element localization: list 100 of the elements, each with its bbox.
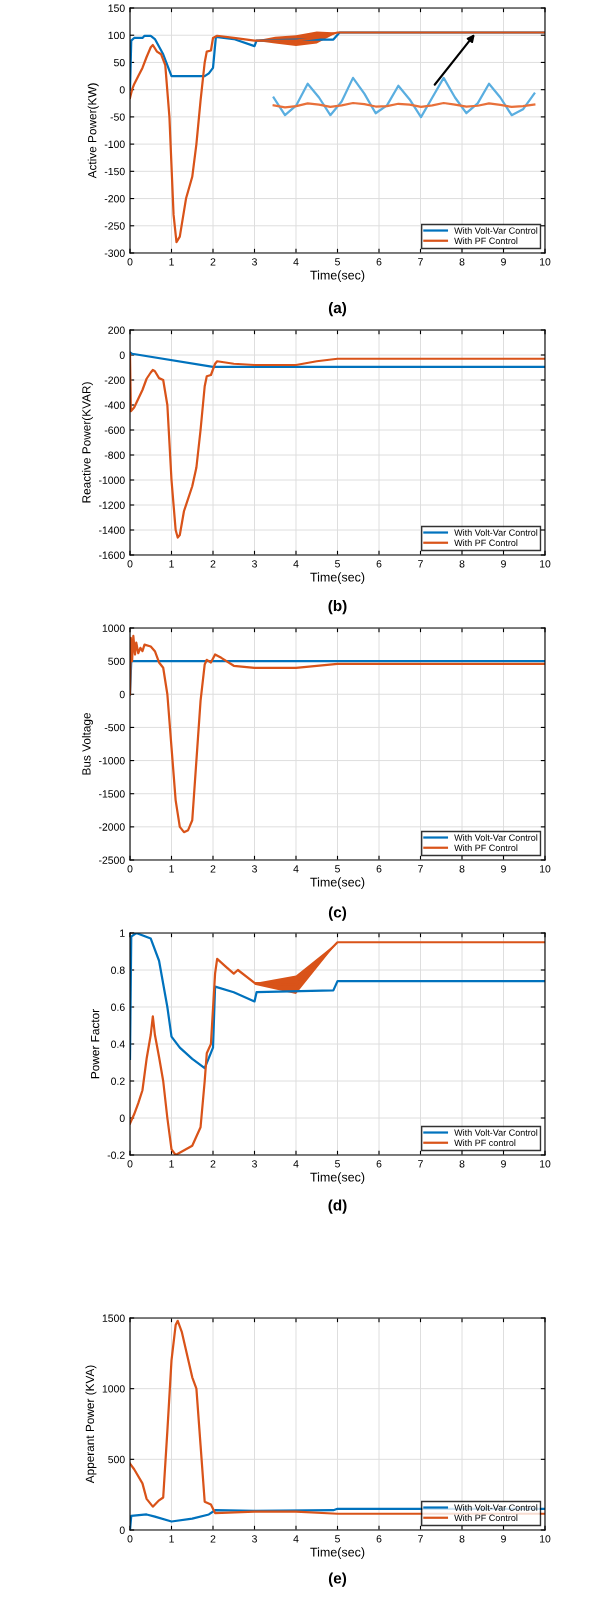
y-tick-label: 150 (108, 4, 125, 12)
x-axis-title: Time(sec) (310, 877, 365, 889)
x-tick-label: 4 (293, 1160, 299, 1168)
y-axis-title: Reactive Power(KVAR) (81, 382, 93, 503)
y-tick-label: -0.2 (107, 1151, 125, 1159)
y-tick-label: 1000 (102, 1385, 125, 1393)
y-tick-label: 500 (108, 1455, 125, 1464)
y-tick-label: -800 (104, 451, 125, 459)
legend-label: With PF Control (454, 237, 518, 244)
y-tick-label: 1 (120, 929, 125, 937)
y-tick-label: 0.4 (111, 1040, 125, 1048)
x-tick-label: 9 (501, 258, 506, 266)
x-tick-label: 4 (293, 865, 299, 873)
y-axis-title: Power Factor (91, 1009, 100, 1079)
text: (b) (328, 600, 347, 615)
x-tick-label: 5 (335, 560, 340, 568)
x-tick-label: 1 (169, 1160, 174, 1168)
y-tick-label: 0 (119, 351, 125, 359)
x-tick-label: 5 (335, 1160, 340, 1168)
x-tick-label: 2 (210, 1535, 216, 1543)
x-tick-label: 7 (418, 1535, 423, 1543)
text: (e) (328, 1572, 347, 1587)
x-tick-label: 4 (293, 1535, 299, 1543)
x-tick-label: 2 (210, 865, 216, 873)
y-tick-label: 1000 (102, 624, 125, 632)
y-tick-label: -250 (104, 222, 125, 230)
x-tick-label: 10 (540, 1160, 551, 1168)
y-tick-label: 100 (108, 31, 125, 40)
y-tick-label: 1500 (102, 1314, 125, 1322)
x-tick-label: 7 (418, 560, 423, 568)
x-tick-label: 8 (459, 1160, 465, 1168)
legend-label: With PF Control (454, 1514, 518, 1521)
y-tick-label: -1000 (98, 757, 125, 765)
x-tick-label: 6 (376, 560, 382, 568)
x-tick-label: 6 (376, 1160, 382, 1168)
x-tick-label: 5 (335, 258, 340, 266)
text: (d) (328, 1199, 347, 1214)
x-tick-label: 6 (376, 258, 382, 266)
x-axis-title: Time(sec) (310, 572, 365, 584)
x-tick-label: 0 (127, 560, 133, 568)
legend-label: With PF Control (454, 539, 518, 546)
x-tick-label: 8 (459, 560, 465, 568)
x-tick-label: 1 (169, 865, 174, 873)
y-tick-label: 50 (113, 58, 125, 67)
y-axis-title: Active Power(KW) (87, 83, 99, 179)
legend-label: With Volt-Var Control (454, 529, 538, 536)
y-tick-label: 0 (119, 1114, 125, 1122)
x-tick-label: 7 (418, 258, 423, 266)
x-tick-label: 7 (418, 1160, 423, 1168)
x-tick-label: 4 (293, 560, 299, 568)
x-tick-label: 6 (376, 1535, 382, 1543)
y-tick-label: -200 (104, 376, 125, 384)
legend-label: With PF Control (454, 844, 518, 851)
y-tick-label: 500 (108, 657, 125, 666)
text: (c) (328, 906, 347, 921)
legend-label: With PF control (454, 1139, 516, 1146)
line-series (130, 634, 545, 834)
y-tick-label: -1500 (98, 790, 125, 798)
y-tick-label: -500 (104, 723, 125, 732)
y-tick-label: 0 (119, 86, 125, 94)
x-tick-label: 3 (252, 560, 257, 568)
x-tick-label: 4 (293, 258, 299, 266)
x-tick-label: 9 (501, 1160, 506, 1168)
y-tick-label: 0.6 (111, 1003, 125, 1011)
y-tick-label: -150 (104, 167, 125, 176)
x-tick-label: 3 (252, 865, 257, 873)
x-tick-label: 0 (127, 865, 133, 873)
x-tick-label: 9 (501, 865, 506, 873)
y-tick-label: 0.8 (111, 966, 125, 974)
y-tick-label: 0 (119, 690, 125, 699)
legend-label: With Volt-Var Control (454, 834, 538, 841)
y-tick-label: -1400 (98, 526, 125, 534)
x-tick-label: 10 (540, 1535, 551, 1543)
y-tick-label: 0 (119, 1526, 125, 1534)
legend-label: With Volt-Var Control (454, 1504, 538, 1511)
x-tick-label: 9 (501, 560, 506, 568)
x-tick-label: 10 (540, 258, 551, 266)
line-series (130, 31, 545, 244)
y-tick-label: -1600 (98, 551, 125, 559)
x-tick-label: 3 (252, 258, 257, 266)
x-tick-label: 1 (169, 1535, 174, 1543)
x-tick-label: 7 (418, 865, 423, 873)
x-tick-label: 9 (501, 1535, 506, 1543)
x-tick-label: 1 (169, 258, 174, 266)
x-tick-label: 8 (459, 258, 465, 266)
x-tick-label: 2 (210, 560, 216, 568)
y-tick-label: 0.2 (111, 1077, 125, 1085)
y-tick-label: -2000 (98, 823, 125, 831)
y-tick-label: -200 (104, 195, 125, 203)
y-axis-title: Apperant Power (KVA) (85, 1365, 97, 1484)
x-tick-label: 10 (540, 865, 551, 873)
y-tick-label: -600 (104, 426, 125, 434)
x-tick-label: 0 (127, 1535, 133, 1543)
y-tick-label: 200 (108, 326, 125, 334)
x-axis-title: Time(sec) (310, 1172, 365, 1184)
y-tick-label: -1000 (98, 476, 125, 484)
x-tick-label: 0 (127, 258, 133, 266)
x-tick-label: 0 (127, 1160, 133, 1168)
x-tick-label: 8 (459, 1535, 465, 1543)
x-tick-label: 2 (210, 258, 216, 266)
